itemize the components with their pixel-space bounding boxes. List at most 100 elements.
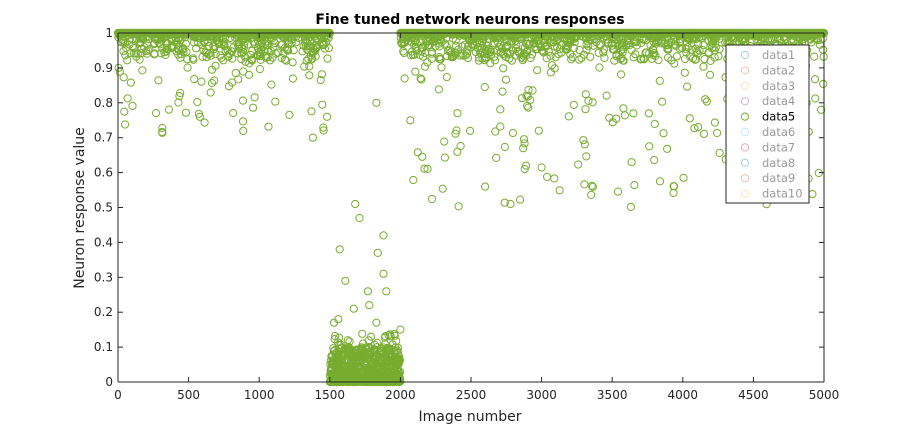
x-axis-label: Image number [419, 409, 522, 425]
data-point [547, 61, 557, 70]
data-point [359, 339, 368, 348]
data-point [442, 73, 451, 82]
legend-entry-label[interactable]: data7 [762, 140, 795, 154]
legend-marker [740, 50, 750, 60]
data-point [585, 35, 595, 45]
data-point [630, 181, 639, 190]
y-axis-ticks: 0 0.1 0.2 0.3 0.4 0.5 0.6 0.7 0.8 0.9 1 [94, 26, 824, 389]
data-point [466, 126, 475, 135]
data-point [454, 202, 463, 211]
data-point [254, 51, 263, 60]
data-point [317, 70, 326, 79]
legend-entry-label[interactable]: data1 [762, 48, 795, 62]
data-point [221, 47, 230, 56]
data-point [137, 44, 146, 54]
data-point [523, 101, 532, 111]
data-point [436, 54, 445, 64]
legend-entry-label[interactable]: data5 [762, 110, 795, 124]
data-point [128, 35, 137, 44]
x-tick-label: 4000 [668, 388, 699, 402]
data-point [427, 194, 437, 204]
legend-marker [740, 189, 750, 198]
data-point [243, 33, 252, 42]
data-point [234, 41, 243, 50]
data-point [332, 359, 341, 369]
data-point [319, 123, 328, 132]
data-point [508, 128, 518, 138]
data-point [775, 35, 785, 44]
legend-entry-label[interactable]: data4 [762, 94, 795, 108]
data-point [347, 351, 356, 360]
data-point [537, 163, 546, 172]
data-point [594, 48, 603, 57]
data-point [288, 58, 297, 67]
data-point [650, 119, 659, 129]
legend-entry-label[interactable]: data9 [762, 171, 795, 185]
data-point [498, 87, 507, 96]
data-point [203, 29, 212, 39]
legend-entry-label[interactable]: data2 [762, 63, 795, 77]
data-point [157, 49, 166, 58]
data-point [421, 48, 430, 58]
data-point [620, 111, 630, 120]
data-point [154, 76, 163, 85]
data-point [371, 376, 380, 385]
data-point [376, 352, 385, 361]
data-point [416, 74, 425, 83]
legend-entry-label[interactable]: data3 [762, 79, 795, 93]
data-point [644, 109, 654, 118]
data-point [176, 88, 185, 98]
data-point [657, 37, 666, 46]
data-point [715, 34, 724, 43]
data-point [711, 43, 720, 52]
data-point [442, 42, 451, 51]
data-point [291, 38, 301, 47]
data-point [770, 34, 779, 43]
data-point [417, 75, 426, 84]
data-point [555, 186, 564, 195]
data-point [613, 187, 623, 196]
data-point [500, 198, 509, 207]
data-point [614, 36, 623, 45]
data-point [569, 43, 579, 53]
data-point [715, 148, 724, 157]
data-point [694, 39, 703, 48]
data-point [316, 76, 325, 85]
data-point [669, 182, 678, 191]
legend-box [725, 44, 810, 204]
data-point [664, 53, 673, 62]
legend-marker [740, 143, 750, 152]
data-point [434, 85, 443, 94]
data-point [164, 105, 173, 114]
data-point [365, 301, 374, 310]
data-point [452, 126, 461, 135]
data-point [704, 48, 713, 57]
data-point [658, 97, 667, 106]
data-point [520, 139, 529, 148]
data-point [457, 49, 466, 58]
y-tick-label: 0.2 [94, 305, 113, 319]
data-point [351, 376, 360, 385]
data-point [231, 69, 240, 78]
data-point [123, 94, 132, 103]
legend-marker [740, 81, 750, 90]
data-point [400, 74, 409, 83]
legend-entry-label[interactable]: data6 [762, 125, 795, 139]
data-point [548, 33, 558, 42]
data-point [616, 70, 626, 79]
data-point [294, 33, 303, 43]
data-point [158, 128, 167, 137]
data-point [588, 182, 598, 191]
data-point [639, 35, 648, 44]
data-point [348, 376, 357, 385]
legend-entry-label[interactable]: data10 [762, 187, 803, 201]
data-point [174, 98, 183, 107]
data-point [808, 30, 817, 39]
data-point [679, 173, 688, 182]
y-tick-label: 0 [105, 375, 113, 389]
data-point [625, 40, 635, 50]
legend-entry-label[interactable]: data8 [762, 156, 795, 170]
data-point [489, 34, 498, 43]
data-point [595, 41, 604, 50]
